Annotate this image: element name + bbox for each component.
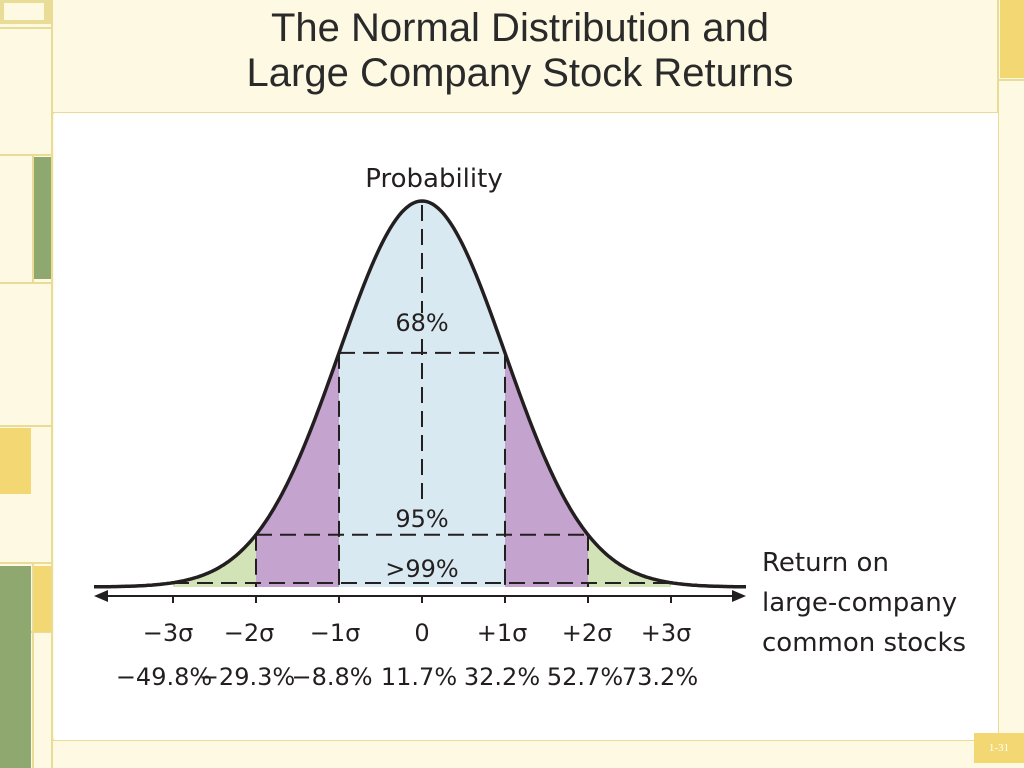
return-label: 11.7% bbox=[381, 663, 457, 691]
sigma-label: +2σ bbox=[562, 619, 613, 647]
title-line-2: Large Company Stock Returns bbox=[246, 51, 794, 95]
x-axis-label-line-1: Return on bbox=[762, 548, 889, 578]
yellow-accent-block-lower bbox=[34, 566, 51, 632]
slide-number: 1-31 bbox=[974, 733, 1024, 763]
green-accent-block-lower bbox=[0, 566, 31, 768]
normal-distribution-chart: Probability 68% 95% >99% Return on large… bbox=[94, 164, 966, 691]
sigma-label: −2σ bbox=[224, 619, 275, 647]
sigma-label: −1σ bbox=[310, 619, 361, 647]
x-axis-arrow-left bbox=[94, 590, 108, 602]
x-axis-arrow-right bbox=[732, 590, 746, 602]
band-dashed-lines bbox=[173, 205, 671, 587]
return-label: −49.8% bbox=[116, 663, 212, 691]
return-label: 32.2% bbox=[464, 663, 540, 691]
return-label: 52.7% bbox=[547, 663, 623, 691]
green-accent-block bbox=[34, 157, 51, 279]
title-line-1: The Normal Distribution and bbox=[271, 6, 769, 50]
sigma-label: +1σ bbox=[477, 619, 528, 647]
sigma-label: +3σ bbox=[641, 619, 692, 647]
bell-curve bbox=[94, 199, 746, 589]
chart-panel: Probability 68% 95% >99% Return on large… bbox=[54, 113, 998, 740]
slide-title: The Normal Distribution and Large Compan… bbox=[60, 6, 980, 96]
x-axis-label-line-2: large-company bbox=[762, 588, 957, 618]
yellow-accent-block-right bbox=[1000, 0, 1024, 78]
band-label-68: 68% bbox=[395, 309, 448, 337]
sigma-label: 0 bbox=[414, 619, 429, 647]
x-axis-label-line-3: common stocks bbox=[762, 628, 966, 658]
y-axis-label: Probability bbox=[365, 164, 502, 194]
return-label: 73.2% bbox=[622, 663, 698, 691]
x-axis bbox=[94, 590, 746, 603]
return-label: −29.3% bbox=[199, 663, 295, 691]
yellow-accent-block bbox=[0, 428, 31, 494]
return-label: −8.8% bbox=[291, 663, 372, 691]
sigma-label: −3σ bbox=[143, 619, 194, 647]
band-label-99: >99% bbox=[385, 555, 458, 583]
band-label-95: 95% bbox=[395, 505, 448, 533]
